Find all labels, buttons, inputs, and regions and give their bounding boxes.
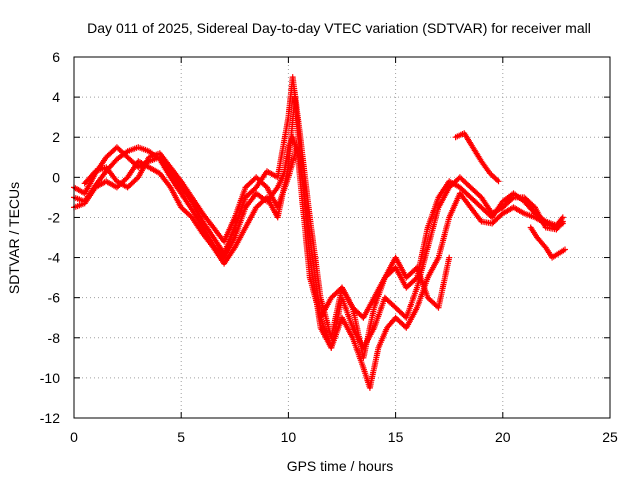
- y-tick-label: 6: [52, 49, 60, 65]
- grid: [74, 57, 610, 418]
- series-markers: [71, 94, 566, 391]
- data-points: [71, 74, 568, 391]
- chart-title: Day 011 of 2025, Sidereal Day-to-day VTE…: [87, 20, 591, 36]
- y-tick-label: -8: [48, 330, 61, 346]
- x-tick-label: 20: [495, 429, 511, 445]
- series-track-4: [81, 144, 453, 321]
- series-track-3: [71, 94, 566, 391]
- y-tick-label: 2: [52, 129, 60, 145]
- axis-ticks: [73, 56, 611, 419]
- x-tick-label: 15: [388, 429, 404, 445]
- y-tick-label: -2: [48, 209, 61, 225]
- y-tick-label: -12: [40, 410, 60, 426]
- series-track-5: [452, 130, 502, 185]
- x-tick-label: 5: [177, 429, 185, 445]
- x-tick-label: 25: [602, 429, 618, 445]
- series-markers: [527, 224, 568, 261]
- y-tick-label: 4: [52, 89, 60, 105]
- y-axis-label: SDTVAR / TECUs: [6, 182, 22, 294]
- series-track-6: [527, 224, 568, 261]
- x-tick-label: 10: [281, 429, 297, 445]
- y-tick-label: -10: [40, 370, 60, 386]
- plot-frame: [73, 56, 611, 419]
- tick-labels: 0 5 10 15 20 25 -12 -10 -8 -6 -4 -2 0 2 4 6: [40, 49, 618, 445]
- y-tick-label: -4: [48, 250, 61, 266]
- y-tick-label: 0: [52, 169, 60, 185]
- x-axis-label: GPS time / hours: [287, 458, 394, 474]
- x-tick-label: 0: [70, 429, 78, 445]
- y-tick-label: -6: [48, 290, 61, 306]
- series-markers: [81, 144, 453, 321]
- series-markers: [452, 130, 502, 185]
